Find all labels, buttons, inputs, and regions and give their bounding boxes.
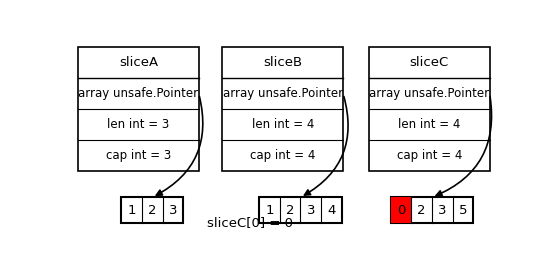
Text: array unsafe.Pointer: array unsafe.Pointer — [369, 87, 489, 100]
Text: 3: 3 — [168, 204, 177, 217]
Text: 5: 5 — [459, 204, 467, 217]
Text: cap int = 4: cap int = 4 — [250, 149, 315, 162]
Text: sliceC[0] = 0: sliceC[0] = 0 — [207, 216, 294, 229]
Text: array unsafe.Pointer: array unsafe.Pointer — [78, 87, 198, 100]
Text: 3: 3 — [306, 204, 315, 217]
Bar — [369, 47, 490, 171]
Text: len int = 4: len int = 4 — [398, 118, 460, 131]
Text: sliceB: sliceB — [263, 56, 302, 69]
Text: len int = 3: len int = 3 — [107, 118, 170, 131]
Text: cap int = 4: cap int = 4 — [396, 149, 462, 162]
Bar — [259, 197, 342, 223]
Bar — [390, 197, 473, 223]
Text: 1: 1 — [127, 204, 136, 217]
Text: sliceC: sliceC — [410, 56, 449, 69]
Bar — [78, 47, 199, 171]
Text: sliceA: sliceA — [119, 56, 158, 69]
Text: 2: 2 — [418, 204, 426, 217]
Text: 4: 4 — [327, 204, 336, 217]
Text: 2: 2 — [286, 204, 294, 217]
Text: 0: 0 — [396, 204, 405, 217]
Text: 2: 2 — [148, 204, 156, 217]
Bar — [121, 197, 183, 223]
Bar — [222, 47, 343, 171]
Text: array unsafe.Pointer: array unsafe.Pointer — [223, 87, 343, 100]
Text: 3: 3 — [438, 204, 446, 217]
Bar — [390, 197, 411, 223]
Text: len int = 4: len int = 4 — [252, 118, 314, 131]
Text: cap int = 3: cap int = 3 — [106, 149, 171, 162]
Text: 1: 1 — [265, 204, 274, 217]
